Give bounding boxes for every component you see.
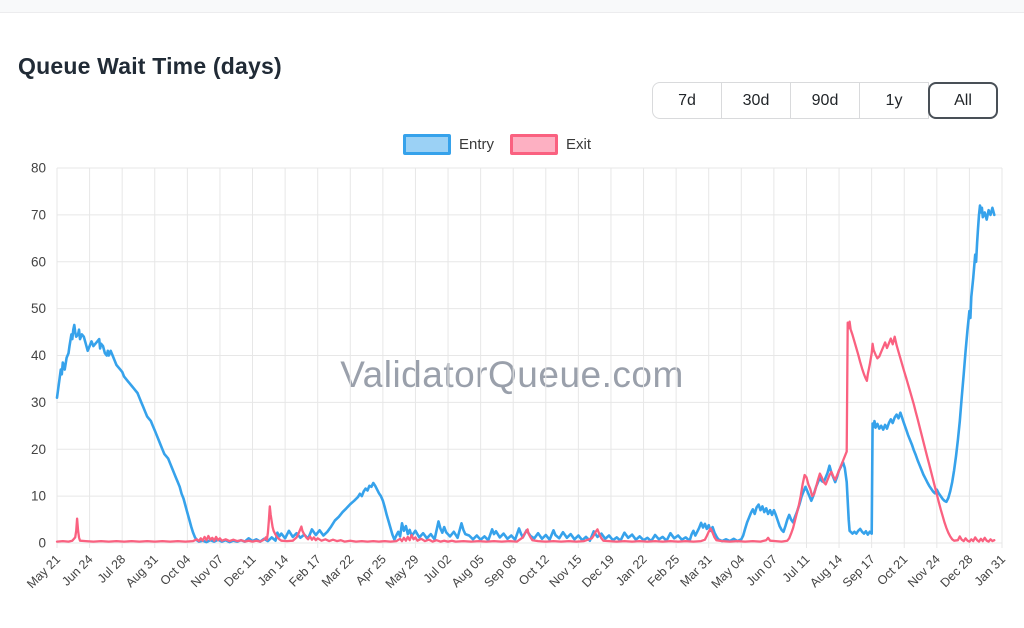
x-tick-label: Nov 24 <box>905 552 943 590</box>
x-tick-label: Oct 04 <box>158 552 194 588</box>
y-tick-label: 10 <box>31 489 46 504</box>
chart-legend: Entry Exit <box>403 134 591 155</box>
x-tick-label: Mar 31 <box>677 552 714 589</box>
x-tick-label: Nov 07 <box>188 552 226 590</box>
x-tick-label: Aug 31 <box>123 552 161 590</box>
y-tick-label: 60 <box>31 254 46 269</box>
watermark: ValidatorQueue.com <box>340 354 684 395</box>
x-tick-label: Aug 05 <box>449 552 487 590</box>
x-tick-label: May 29 <box>383 552 422 591</box>
x-tick-label: Jan 14 <box>255 552 291 588</box>
x-tick-label: Mar 22 <box>319 552 356 589</box>
entry-series-line <box>55 204 996 544</box>
exit-series-line <box>55 320 996 543</box>
x-tick-label: Jun 24 <box>59 552 95 588</box>
x-tick-label: Oct 21 <box>874 552 910 588</box>
x-tick-label: Sep 17 <box>840 552 878 590</box>
range-button-1y[interactable]: 1y <box>859 82 929 119</box>
entry-legend-label: Entry <box>459 136 495 153</box>
x-tick-label: Dec 11 <box>221 552 258 589</box>
y-tick-label: 40 <box>31 348 46 363</box>
x-tick-label: May 21 <box>24 552 63 591</box>
y-tick-label: 0 <box>38 536 46 551</box>
range-button-all[interactable]: All <box>928 82 998 119</box>
x-tick-label: Aug 14 <box>807 552 845 590</box>
exit-legend-swatch <box>510 134 559 155</box>
time-range-button-group: 7d 30d 90d 1y All <box>652 82 998 119</box>
range-button-7d[interactable]: 7d <box>652 82 722 119</box>
x-tick-label: Dec 28 <box>938 552 976 590</box>
entry-legend-swatch <box>403 134 451 155</box>
y-tick-label: 80 <box>31 161 46 176</box>
legend-item-entry[interactable]: Entry <box>403 134 494 155</box>
x-tick-label: Jun 07 <box>744 552 780 588</box>
x-tick-label: Jan 31 <box>972 552 1008 588</box>
x-tick-label: Feb 17 <box>286 552 323 589</box>
top-strip <box>0 0 1024 13</box>
y-tick-label: 20 <box>31 442 46 457</box>
range-button-90d[interactable]: 90d <box>790 82 860 119</box>
y-tick-label: 70 <box>31 207 46 222</box>
x-tick-label: Oct 12 <box>516 552 552 588</box>
x-tick-label: Feb 25 <box>645 552 682 589</box>
y-tick-label: 50 <box>31 301 46 316</box>
x-tick-label: Dec 19 <box>579 552 617 590</box>
x-tick-label: May 04 <box>709 552 748 591</box>
page-title: Queue Wait Time (days) <box>18 53 282 80</box>
y-tick-label: 30 <box>31 395 46 410</box>
range-button-30d[interactable]: 30d <box>721 82 791 119</box>
x-tick-label: Sep 08 <box>481 552 519 590</box>
x-tick-label: Nov 15 <box>547 552 585 590</box>
exit-legend-label: Exit <box>566 136 592 153</box>
x-tick-label: Jan 22 <box>613 552 649 588</box>
legend-item-exit[interactable]: Exit <box>510 134 591 155</box>
